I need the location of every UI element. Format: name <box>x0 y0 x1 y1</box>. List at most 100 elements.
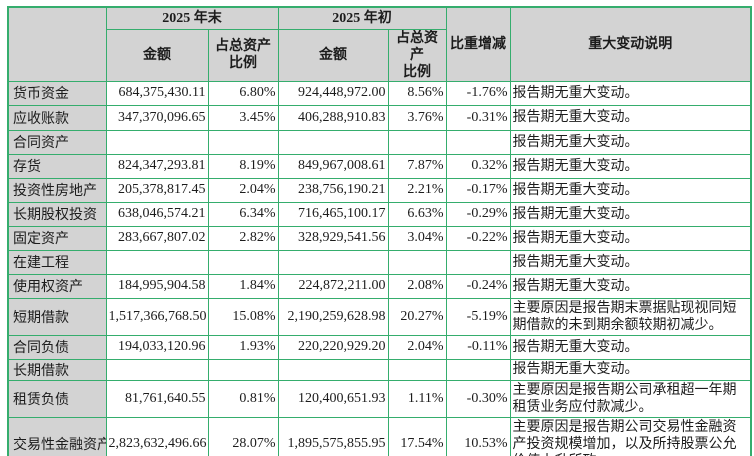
table-row: 存货 824,347,293.81 8.19% 849,967,008.61 7.87%… <box>7 153 752 179</box>
cell-major-change-note: 报告期无重大变动。 <box>509 201 752 227</box>
col-header-amount-begin: 金额 <box>277 28 389 82</box>
cell-begin-ratio: 17.54% <box>387 416 447 456</box>
row-label: 固定资产 <box>7 225 107 251</box>
cell-end-ratio: 15.08% <box>207 297 279 336</box>
cell-major-change-note: 报告期无重大变动。 <box>509 358 752 381</box>
cell-end-ratio: 3.45% <box>207 104 279 131</box>
cell-weight-change: -0.30% <box>445 379 511 418</box>
cell-begin-ratio: 1.11% <box>387 379 447 418</box>
col-header-amount-end: 金额 <box>105 28 209 82</box>
cell-begin-amount <box>277 249 389 275</box>
cell-major-change-note: 报告期无重大变动。 <box>509 334 752 360</box>
cell-begin-amount: 716,465,100.17 <box>277 201 389 227</box>
cell-major-change-note: 主要原因是报告期公司承租超一年期租赁业务应付款减少。 <box>509 379 752 418</box>
cell-begin-amount <box>277 129 389 155</box>
cell-begin-ratio: 2.08% <box>387 273 447 299</box>
row-label: 合同负债 <box>7 334 107 360</box>
cell-end-amount: 2,823,632,496.66 <box>105 416 209 456</box>
cell-weight-change: -0.17% <box>445 177 511 203</box>
cell-end-ratio: 1.93% <box>207 334 279 360</box>
cell-begin-amount: 406,288,910.83 <box>277 104 389 131</box>
header-row-groups: 2025 年末 2025 年初 比重增减 重大变动说明 <box>7 6 752 82</box>
cell-weight-change <box>445 129 511 155</box>
table-row: 长期股权投资 638,046,574.21 6.34% 716,465,100.17 6… <box>7 201 752 227</box>
cell-begin-ratio <box>387 358 447 381</box>
ratio-header-line2: 比例 <box>229 56 257 71</box>
cell-begin-amount: 224,872,211.00 <box>277 273 389 299</box>
col-group-period-end: 2025 年末 <box>105 6 279 30</box>
cell-end-ratio: 6.80% <box>207 80 279 106</box>
cell-major-change-note: 主要原因是报告期公司交易性金融资产投资规模增加，以及所持股票公允价值上升所致。 <box>509 416 752 456</box>
cell-weight-change <box>445 249 511 275</box>
cell-major-change-note: 报告期无重大变动。 <box>509 104 752 131</box>
cell-weight-change: -0.22% <box>445 225 511 251</box>
cell-weight-change: -0.11% <box>445 334 511 360</box>
cell-begin-ratio: 20.27% <box>387 297 447 336</box>
col-header-ratio-begin: 占总资产 比例 <box>387 28 447 82</box>
ratio-header-line2: 比例 <box>403 64 431 80</box>
cell-weight-change: -5.19% <box>445 297 511 336</box>
row-label-header-blank <box>7 6 107 82</box>
col-header-ratio-end: 占总资产 比例 <box>207 28 279 82</box>
cell-major-change-note: 报告期无重大变动。 <box>509 80 752 106</box>
cell-begin-ratio: 6.63% <box>387 201 447 227</box>
col-group-period-begin: 2025 年初 <box>277 6 447 30</box>
cell-major-change-note: 报告期无重大变动。 <box>509 249 752 275</box>
cell-weight-change: -0.29% <box>445 201 511 227</box>
ratio-header-line1: 占总资产 <box>396 30 438 63</box>
cell-begin-amount <box>277 358 389 381</box>
cell-begin-ratio: 8.56% <box>387 80 447 106</box>
cell-end-amount: 638,046,574.21 <box>105 201 209 227</box>
cell-end-amount: 347,370,096.65 <box>105 104 209 131</box>
row-label: 租赁负债 <box>7 379 107 418</box>
row-label: 在建工程 <box>7 249 107 275</box>
table-row: 合同资产 报告期无重大变动。 <box>7 129 752 155</box>
cell-major-change-note: 报告期无重大变动。 <box>509 273 752 299</box>
row-label: 应收账款 <box>7 104 107 131</box>
cell-begin-amount: 924,448,972.00 <box>277 80 389 106</box>
cell-begin-amount: 1,895,575,855.95 <box>277 416 389 456</box>
header-row-subcolumns: 金额 占总资产 比例 金额 占总资产 比例 <box>8 28 751 82</box>
cell-weight-change: -0.31% <box>445 104 511 131</box>
cell-begin-amount: 220,220,929.20 <box>277 334 389 360</box>
row-label: 存货 <box>7 153 107 179</box>
cell-begin-ratio: 2.21% <box>387 177 447 203</box>
cell-major-change-note: 报告期无重大变动。 <box>509 225 752 251</box>
cell-begin-ratio: 3.04% <box>387 225 447 251</box>
cell-weight-change <box>445 358 511 381</box>
cell-major-change-note: 报告期无重大变动。 <box>509 177 752 203</box>
cell-end-ratio <box>207 358 279 381</box>
cell-begin-amount: 328,929,541.56 <box>277 225 389 251</box>
cell-end-amount: 81,761,640.55 <box>105 379 209 418</box>
cell-end-amount: 194,033,120.96 <box>105 334 209 360</box>
row-label: 货币资金 <box>7 80 107 106</box>
row-label: 使用权资产 <box>7 273 107 299</box>
cell-begin-ratio: 2.04% <box>387 334 447 360</box>
cell-weight-change: -1.76% <box>445 80 511 106</box>
cell-end-ratio <box>207 249 279 275</box>
cell-begin-amount: 238,756,190.21 <box>277 177 389 203</box>
cell-major-change-note: 报告期无重大变动。 <box>509 153 752 179</box>
table-row: 短期借款 1,517,366,768.50 15.08% 2,190,259,628.… <box>7 297 752 336</box>
table-row: 在建工程 报告期无重大变动。 <box>7 249 752 275</box>
cell-end-amount <box>105 129 209 155</box>
cell-major-change-note: 主要原因是报告期末票据贴现视同短期借款的未到期余额较期初减少。 <box>509 297 752 336</box>
table-row: 使用权资产 184,995,904.58 1.84% 224,872,211.00 2.… <box>7 273 752 299</box>
row-label: 短期借款 <box>7 297 107 336</box>
cell-weight-change: -0.24% <box>445 273 511 299</box>
row-label: 投资性房地产 <box>7 177 107 203</box>
cell-major-change-note: 报告期无重大变动。 <box>509 129 752 155</box>
cell-end-ratio: 8.19% <box>207 153 279 179</box>
table-row: 投资性房地产 205,378,817.45 2.04% 238,756,190.21 2… <box>7 177 752 203</box>
cell-end-amount <box>105 358 209 381</box>
row-label: 长期股权投资 <box>7 201 107 227</box>
cell-begin-ratio <box>387 249 447 275</box>
cell-begin-ratio <box>387 129 447 155</box>
cell-end-ratio <box>207 129 279 155</box>
cell-end-ratio: 1.84% <box>207 273 279 299</box>
cell-end-amount <box>105 249 209 275</box>
cell-end-amount: 684,375,430.11 <box>105 80 209 106</box>
cell-begin-ratio: 7.87% <box>387 153 447 179</box>
row-label: 交易性金融资产 <box>7 416 107 456</box>
